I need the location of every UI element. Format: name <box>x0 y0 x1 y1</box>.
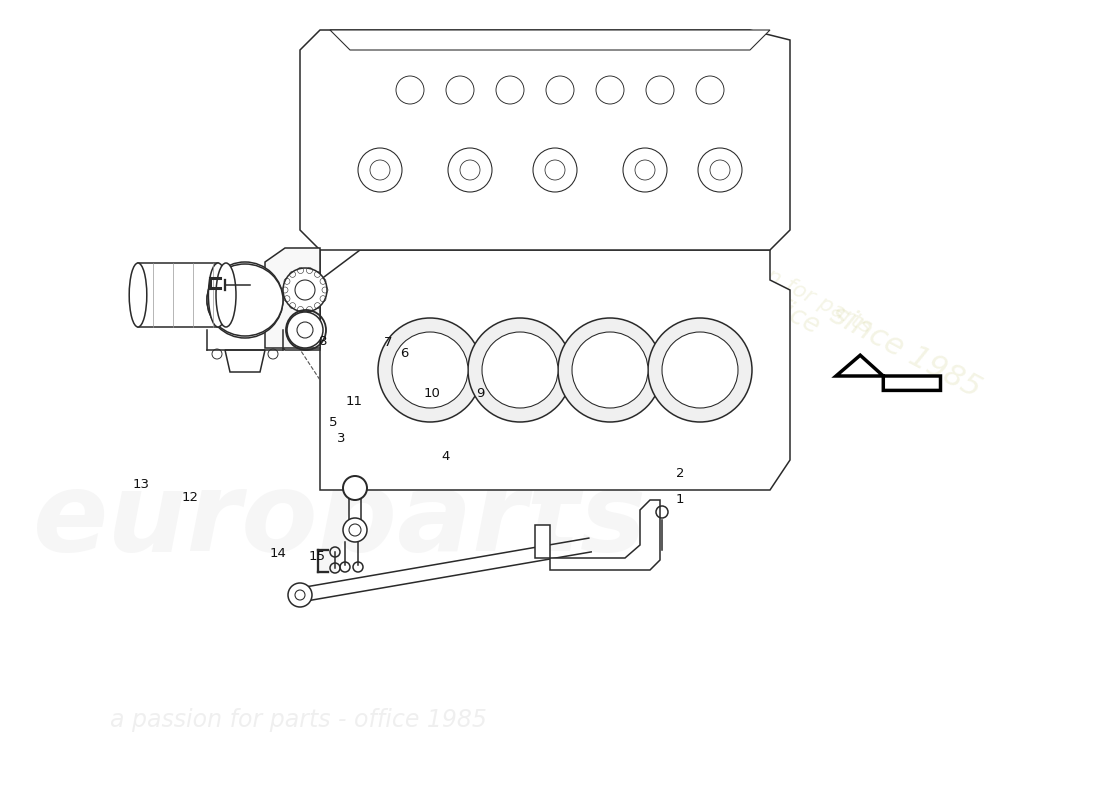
Polygon shape <box>535 525 550 558</box>
Text: 13: 13 <box>132 478 150 491</box>
Text: office: office <box>748 283 824 341</box>
Text: 12: 12 <box>182 491 199 504</box>
Text: a passion for parts - office 1985: a passion for parts - office 1985 <box>110 708 487 732</box>
Polygon shape <box>265 248 320 348</box>
Circle shape <box>287 312 323 348</box>
Circle shape <box>343 476 367 500</box>
Polygon shape <box>138 263 218 327</box>
Text: 7: 7 <box>384 336 393 349</box>
Text: 5: 5 <box>329 416 338 429</box>
Text: 10: 10 <box>424 387 441 400</box>
Circle shape <box>482 332 558 408</box>
Text: 9: 9 <box>476 387 485 400</box>
Text: 1: 1 <box>675 493 684 506</box>
Circle shape <box>392 332 468 408</box>
Polygon shape <box>320 250 790 490</box>
Text: 3: 3 <box>337 432 345 445</box>
Text: a passion for parts: a passion for parts <box>682 222 874 338</box>
Circle shape <box>378 318 482 422</box>
Text: 4: 4 <box>441 450 450 462</box>
Text: 2: 2 <box>675 467 684 480</box>
Polygon shape <box>226 350 265 372</box>
Text: europarts: europarts <box>33 466 647 574</box>
Polygon shape <box>300 30 790 250</box>
Text: since 1985: since 1985 <box>825 300 986 404</box>
Text: 14: 14 <box>270 547 287 560</box>
Text: 15: 15 <box>308 550 326 562</box>
Circle shape <box>288 583 312 607</box>
Circle shape <box>558 318 662 422</box>
Polygon shape <box>836 355 940 390</box>
Ellipse shape <box>208 263 228 327</box>
Polygon shape <box>330 30 770 50</box>
Polygon shape <box>265 250 320 350</box>
Polygon shape <box>550 500 660 570</box>
Circle shape <box>283 268 327 312</box>
Text: 8: 8 <box>318 335 327 348</box>
Ellipse shape <box>216 263 236 327</box>
Circle shape <box>343 518 367 542</box>
Circle shape <box>662 332 738 408</box>
Circle shape <box>468 318 572 422</box>
Circle shape <box>648 318 752 422</box>
Text: 11: 11 <box>345 395 363 408</box>
Circle shape <box>207 262 283 338</box>
Circle shape <box>572 332 648 408</box>
Ellipse shape <box>207 264 283 336</box>
Text: 6: 6 <box>400 347 409 360</box>
Ellipse shape <box>129 263 146 327</box>
